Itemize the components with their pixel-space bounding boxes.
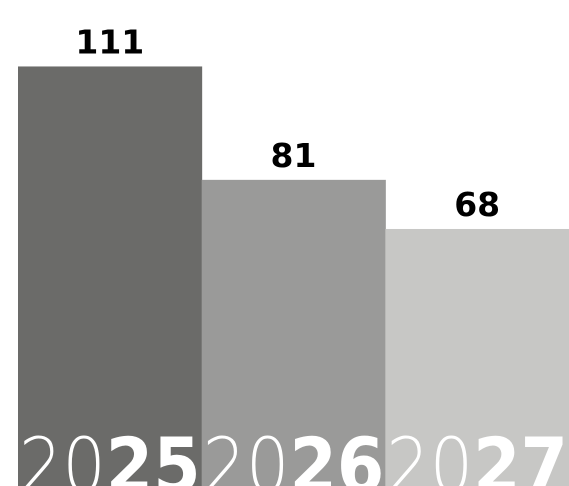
category-label-prefix: 20 bbox=[386, 421, 473, 486]
value-label-2025: 111 bbox=[75, 22, 144, 61]
value-labels: 111 81 68 bbox=[75, 22, 500, 224]
value-label-2027: 68 bbox=[454, 185, 500, 224]
category-label-2026: 2026 bbox=[203, 421, 385, 486]
bar-2027 bbox=[385, 228, 569, 486]
category-label-2027: 2027 bbox=[386, 421, 568, 486]
bars bbox=[18, 66, 569, 486]
category-label-prefix: 20 bbox=[203, 421, 290, 486]
category-label-suffix: 27 bbox=[473, 421, 568, 486]
category-label-suffix: 25 bbox=[106, 421, 201, 486]
category-label-suffix: 26 bbox=[289, 421, 384, 486]
value-label-2026: 81 bbox=[271, 136, 317, 175]
category-label-2025: 2025 bbox=[19, 421, 201, 486]
bar-2025 bbox=[18, 66, 203, 486]
bar-2026 bbox=[201, 179, 386, 486]
category-label-prefix: 20 bbox=[19, 421, 106, 486]
